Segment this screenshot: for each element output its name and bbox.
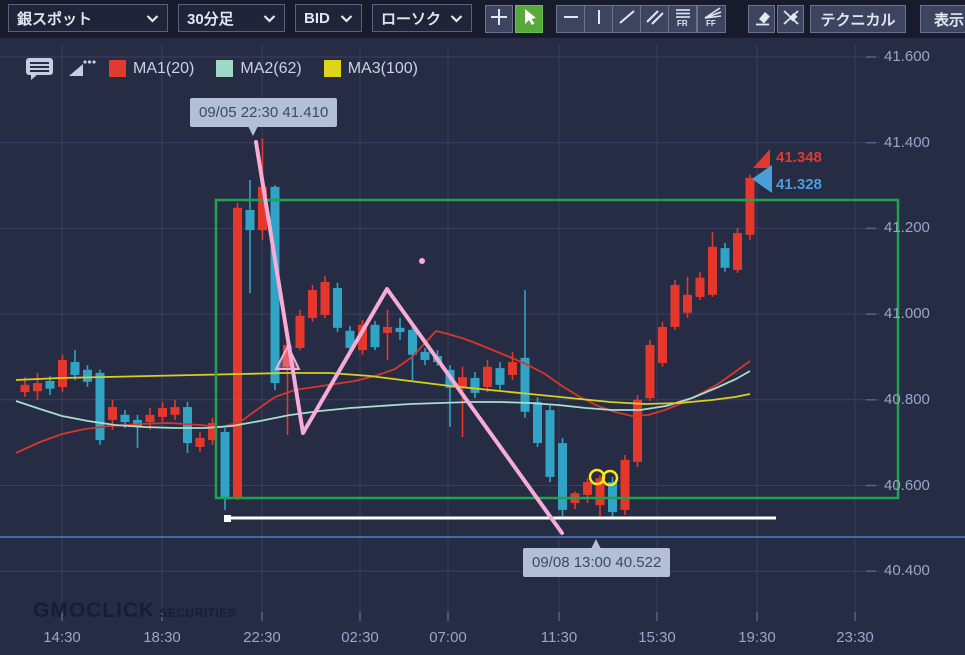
brand-suffix: SECURITIES bbox=[159, 606, 237, 620]
horizontal-line-icon bbox=[561, 7, 581, 31]
ma1-swatch bbox=[109, 60, 126, 77]
erase-all-tool-button[interactable] bbox=[777, 5, 804, 33]
symbol-dropdown[interactable]: 銀スポット bbox=[8, 4, 168, 32]
parallel-lines-icon bbox=[645, 7, 665, 31]
chart-style-dropdown[interactable]: ローソク bbox=[372, 4, 472, 32]
ma2-swatch bbox=[216, 60, 234, 77]
chevron-down-icon bbox=[340, 14, 353, 23]
x-axis-label: 22:30 bbox=[243, 629, 281, 646]
symbol-dropdown-label: 銀スポット bbox=[17, 10, 93, 28]
x-axis-label: 14:30 bbox=[43, 629, 81, 646]
x-axis-label: 18:30 bbox=[143, 629, 181, 646]
x-axis-label: 02:30 bbox=[341, 629, 379, 646]
x-axis-label: 11:30 bbox=[540, 629, 578, 646]
low-annotation-tooltip: 09/08 13:00 40.522 bbox=[523, 539, 671, 577]
legend-item-ma1: MA1(20) bbox=[109, 60, 194, 78]
technical-button[interactable]: テクニカル bbox=[810, 5, 906, 33]
crosshair-tool-button[interactable] bbox=[485, 5, 513, 33]
chevron-down-icon bbox=[263, 14, 276, 23]
y-axis-label: 40.400 bbox=[884, 562, 930, 580]
fibonacci-retracement-icon: FR bbox=[672, 6, 694, 32]
trend-slope-icon[interactable] bbox=[67, 58, 97, 80]
crosshair-icon bbox=[489, 7, 509, 31]
x-axis-label: 15:30 bbox=[638, 629, 676, 646]
horizontal-line-tool-button[interactable] bbox=[556, 5, 585, 33]
chart-legend: MA1(20) MA2(62) MA3(100) bbox=[25, 56, 440, 81]
ma1-label: MA1(20) bbox=[133, 59, 195, 77]
cursor-tool-button[interactable] bbox=[515, 5, 543, 33]
chevron-down-icon bbox=[146, 14, 159, 23]
y-axis-label: 40.800 bbox=[884, 390, 930, 408]
toolbar: 銀スポット 30分足 BID ローソク bbox=[0, 0, 965, 38]
ma3-label: MA3(100) bbox=[347, 59, 418, 77]
fibonacci-fan-icon: FF bbox=[701, 6, 723, 32]
x-axis-label: 23:30 bbox=[836, 629, 874, 646]
parallel-lines-tool-button[interactable] bbox=[640, 5, 669, 33]
display-button-label: 表示 bbox=[933, 11, 964, 29]
y-axis-label: 41.200 bbox=[884, 219, 930, 237]
comment-bubble-icon[interactable] bbox=[25, 56, 55, 81]
y-axis-label: 40.600 bbox=[884, 476, 930, 494]
eraser-tool-button[interactable] bbox=[748, 5, 775, 33]
chart-style-dropdown-label: ローソク bbox=[381, 10, 442, 28]
svg-text:FR: FR bbox=[677, 19, 688, 28]
vertical-line-tool-button[interactable] bbox=[584, 5, 613, 33]
x-axis-label: 07:00 bbox=[429, 629, 467, 646]
timeframe-dropdown-label: 30分足 bbox=[187, 10, 234, 28]
svg-text:41.328: 41.328 bbox=[776, 176, 822, 193]
trendline-tool-button[interactable] bbox=[612, 5, 641, 33]
fibonacci-retracement-tool-button[interactable]: FR bbox=[668, 5, 697, 33]
timeframe-dropdown[interactable]: 30分足 bbox=[178, 4, 285, 32]
legend-item-ma2: MA2(62) bbox=[216, 59, 302, 78]
cursor-arrow-icon bbox=[519, 7, 539, 31]
y-axis-label: 41.000 bbox=[884, 305, 930, 323]
ma2-label: MA2(62) bbox=[240, 59, 302, 77]
display-button[interactable]: 表示 bbox=[920, 5, 965, 33]
technical-button-label: テクニカル bbox=[820, 11, 896, 29]
price-type-dropdown[interactable]: BID bbox=[295, 4, 362, 32]
high-annotation-tooltip: 09/05 22:30 41.410 bbox=[190, 98, 338, 136]
svg-text:FF: FF bbox=[706, 19, 716, 28]
fibonacci-fan-tool-button[interactable]: FF bbox=[697, 5, 726, 33]
erase-all-icon bbox=[781, 7, 801, 31]
chevron-down-icon bbox=[450, 14, 463, 23]
legend-item-ma3: MA3(100) bbox=[323, 59, 418, 78]
svg-text:41.348: 41.348 bbox=[776, 149, 822, 166]
y-axis-label: 41.600 bbox=[884, 48, 930, 65]
x-axis-label: 19:30 bbox=[738, 629, 776, 646]
eraser-icon bbox=[752, 7, 772, 31]
ma3-swatch bbox=[323, 60, 341, 77]
trendline-icon bbox=[617, 7, 637, 31]
vertical-line-icon bbox=[589, 7, 609, 31]
brand-watermark: GMOCLICK SECURITIES bbox=[33, 599, 236, 623]
price-type-dropdown-label: BID bbox=[304, 9, 330, 27]
y-axis-label: 41.400 bbox=[884, 133, 930, 151]
brand-name: GMOCLICK bbox=[33, 599, 156, 622]
